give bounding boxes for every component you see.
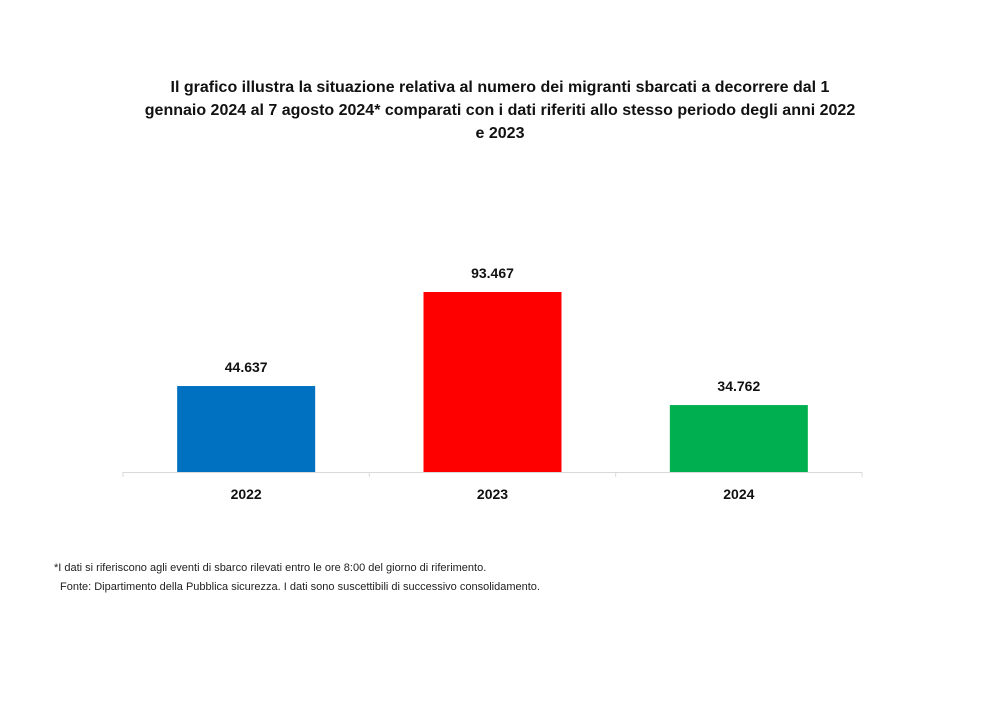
data-label-2024: 34.762: [717, 378, 760, 394]
notes: *I dati si riferiscono agli eventi di sb…: [54, 559, 540, 597]
bar-2024: [669, 405, 808, 472]
bar-2022: [177, 386, 316, 472]
data-label-2023: 93.467: [471, 265, 514, 281]
x-tick-label-2024: 2024: [723, 486, 754, 502]
x-tick-label-2023: 2023: [477, 486, 508, 502]
footnote: *I dati si riferiscono agli eventi di sb…: [54, 562, 487, 574]
source-note: Fonte: Dipartimento della Pubblica sicur…: [60, 581, 540, 593]
bars-group: [177, 292, 808, 472]
labels-group: 44.637 2022 93.467 2023 34.762 2024: [225, 265, 761, 502]
x-tick-label-2022: 2022: [231, 486, 262, 502]
data-label-2022: 44.637: [225, 359, 268, 375]
x-axis: [122, 472, 863, 477]
bar-2023: [423, 292, 562, 472]
chart-title: Il grafico illustra la situazione relati…: [144, 79, 856, 142]
